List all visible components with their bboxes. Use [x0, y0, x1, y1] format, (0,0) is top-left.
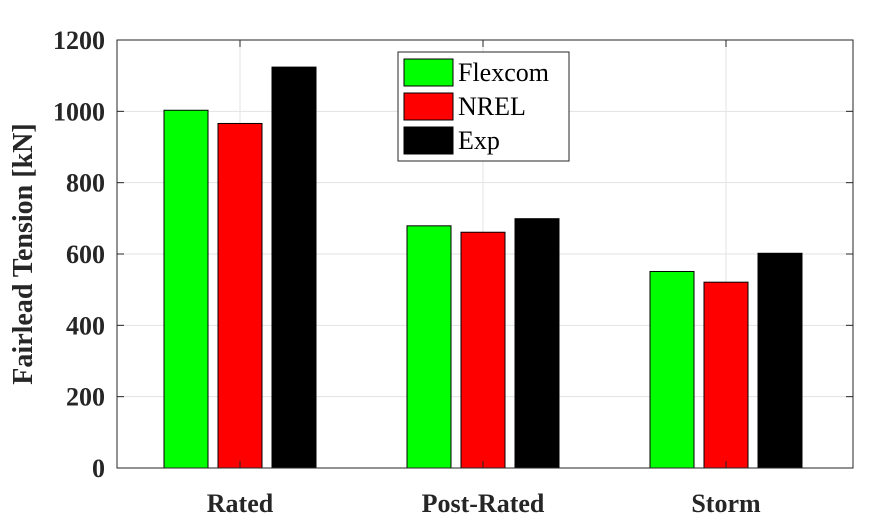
bar-exp-storm	[757, 252, 803, 469]
y-axis-ticks: 0 200 400 600 800 1000 1200	[53, 26, 853, 483]
y-tick-label: 1200	[53, 26, 105, 55]
bar-flexcom-rated	[163, 109, 209, 469]
x-tick-label: Storm	[691, 489, 761, 518]
y-tick-label: 1000	[53, 97, 105, 126]
y-tick-label: 600	[66, 240, 105, 269]
bar-nrel-rated	[217, 122, 263, 469]
y-tick-label: 0	[92, 454, 105, 483]
bar-flexcom-storm	[649, 270, 695, 469]
legend-swatch-exp	[403, 126, 454, 155]
legend-swatch-nrel	[403, 92, 454, 121]
bar-flexcom-post-rated	[406, 225, 452, 469]
bar-nrel-post-rated	[460, 231, 506, 469]
y-axis-title: Fairlead Tension [kN]	[8, 123, 39, 384]
legend-label-exp: Exp	[458, 126, 500, 155]
bar-exp-post-rated	[514, 218, 560, 469]
y-tick-label: 800	[66, 169, 105, 198]
legend: Flexcom NREL Exp	[397, 51, 570, 162]
bar-nrel-storm	[703, 281, 749, 469]
y-tick-label: 400	[66, 311, 105, 340]
x-tick-label: Rated	[207, 489, 274, 518]
bar-exp-rated	[271, 66, 317, 469]
bars	[163, 66, 803, 469]
legend-label-nrel: NREL	[458, 92, 526, 121]
legend-swatch-flexcom	[403, 58, 454, 87]
x-tick-label: Post-Rated	[422, 489, 545, 518]
y-tick-label: 200	[66, 383, 105, 412]
legend-label-flexcom: Flexcom	[458, 58, 549, 87]
x-axis-ticks: Rated Post-Rated Storm	[207, 40, 761, 518]
